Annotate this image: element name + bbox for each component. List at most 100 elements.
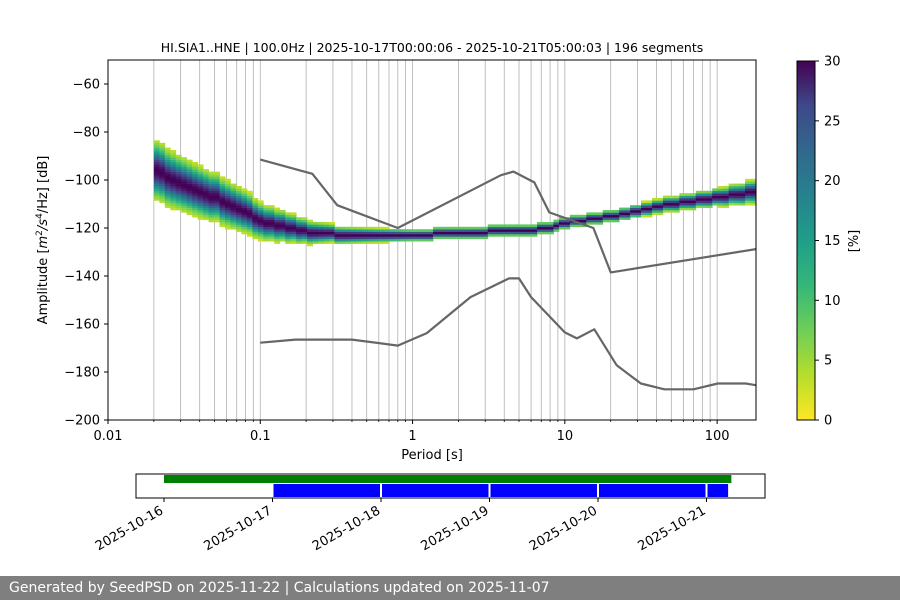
heatmap-cell	[684, 195, 691, 199]
heatmap-cell	[586, 222, 593, 225]
heatmap-cell	[372, 229, 379, 232]
heatmap-cell	[246, 234, 253, 237]
heatmap-cell	[164, 205, 171, 208]
heatmap-cell	[186, 198, 193, 201]
heatmap-cell	[159, 142, 166, 146]
heatmap-cell	[580, 222, 587, 225]
heatmap-cell	[164, 171, 171, 175]
heatmap-cell	[181, 195, 188, 199]
heatmap-cell	[290, 241, 297, 244]
heatmap-cell	[225, 212, 231, 216]
heatmap-cell	[164, 157, 171, 160]
heatmap-cell	[701, 205, 708, 208]
heatmap-cell	[427, 236, 434, 240]
heatmap-cell	[400, 238, 407, 242]
heatmap-cell	[197, 183, 204, 187]
x-tick-label: 10	[557, 429, 574, 444]
heatmap-cell	[192, 169, 199, 172]
heatmap-cell	[597, 217, 604, 220]
heatmap-cell	[186, 188, 193, 192]
heatmap-cell	[465, 236, 472, 240]
x-axis-label: Period [s]	[401, 448, 463, 463]
heatmap-cell	[170, 181, 177, 184]
heatmap-cell	[668, 202, 675, 206]
heatmap-cell	[668, 210, 675, 213]
heatmap-cell	[225, 210, 231, 213]
heatmap-cell	[241, 195, 248, 199]
heatmap-cell	[208, 217, 215, 220]
heatmap-cell	[411, 236, 418, 240]
heatmap-cell	[383, 226, 390, 230]
heatmap-cell	[312, 226, 319, 230]
heatmap-cell	[695, 205, 702, 208]
heatmap-cell	[520, 226, 527, 230]
heatmap-cell	[279, 238, 286, 242]
heatmap-cell	[367, 229, 374, 232]
heatmap-cell	[219, 202, 226, 206]
heatmap-cell	[241, 229, 248, 232]
heatmap-cell	[186, 171, 193, 175]
heatmap-cell	[312, 236, 319, 240]
heatmap-cell	[181, 166, 188, 170]
heatmap-cell	[734, 186, 740, 189]
heatmap-cell	[268, 205, 275, 208]
heatmap-cell	[416, 229, 423, 232]
heatmap-cell	[460, 234, 467, 237]
heatmap-cell	[449, 229, 456, 232]
heatmap-cell	[542, 226, 549, 230]
heatmap-cell	[312, 222, 319, 225]
heatmap-cell	[175, 193, 182, 196]
heatmap-cell	[651, 207, 658, 211]
heatmap-cell	[279, 226, 286, 230]
heatmap-cell	[515, 229, 522, 232]
heatmap-cell	[307, 238, 313, 242]
heatmap-cell	[296, 224, 303, 228]
heatmap-cell	[246, 210, 253, 213]
heatmap-cell	[323, 224, 330, 228]
heatmap-cell	[389, 231, 396, 235]
heatmap-cell	[712, 193, 719, 196]
colorbar-tick-label: 5	[824, 354, 832, 369]
heatmap-cell	[372, 236, 379, 240]
heatmap-cell	[465, 226, 472, 230]
heatmap-cell	[181, 193, 188, 196]
colorbar-tick-label: 20	[824, 174, 841, 189]
heatmap-cell	[471, 236, 478, 240]
heatmap-cell	[192, 162, 199, 165]
heatmap-cell	[186, 166, 193, 170]
heatmap-cell	[526, 229, 532, 232]
heatmap-cell	[334, 236, 341, 240]
heatmap-cell	[465, 229, 472, 232]
heatmap-cell	[181, 169, 188, 172]
heatmap-cell	[159, 152, 166, 156]
heatmap-cell	[318, 231, 324, 235]
heatmap-cell	[214, 212, 220, 216]
heatmap-cell	[235, 190, 242, 194]
colorbar-tick-label: 0	[824, 414, 832, 429]
heatmap-cell	[164, 154, 171, 158]
heatmap-cell	[739, 195, 746, 199]
heatmap-cell	[192, 171, 199, 175]
heatmap-cell	[290, 219, 297, 223]
heatmap-cell	[383, 236, 390, 240]
heatmap-cell	[356, 241, 363, 244]
heatmap-cell	[662, 210, 669, 213]
heatmap-cell	[504, 226, 511, 230]
y-label-suffix: /Hz] [dB]	[36, 156, 51, 214]
heatmap-cell	[285, 238, 292, 242]
heatmap-cell	[608, 219, 615, 223]
heatmap-cell	[318, 229, 324, 232]
heatmap-cell	[203, 202, 209, 206]
heatmap-cell	[159, 183, 166, 187]
heatmap-cell	[312, 238, 319, 242]
heatmap-cell	[186, 176, 193, 180]
heatmap-cell	[296, 231, 303, 235]
heatmap-cell	[717, 190, 724, 194]
heatmap-cell	[186, 169, 193, 172]
heatmap-cell	[307, 243, 313, 247]
heatmap-cell	[263, 212, 270, 216]
heatmap-cell	[723, 198, 730, 201]
heatmap-cell	[476, 226, 483, 230]
heatmap-cell	[378, 229, 385, 232]
heatmap-cell	[745, 200, 751, 204]
